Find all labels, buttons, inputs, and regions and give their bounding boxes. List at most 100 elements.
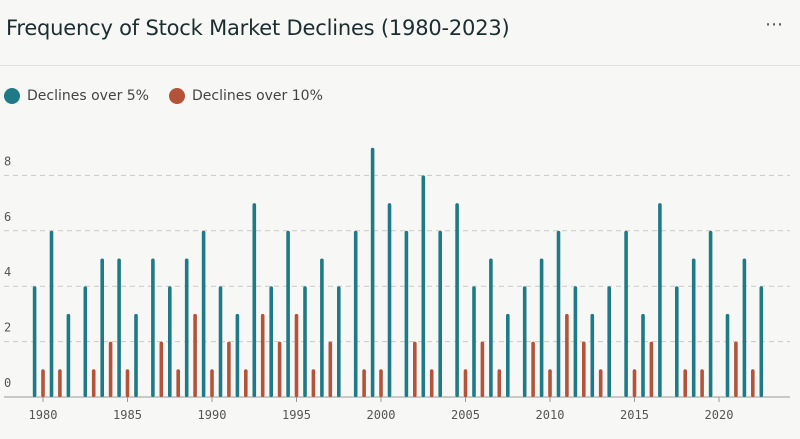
- bar-decline-5pct: [269, 286, 273, 397]
- bar-decline-5pct: [387, 203, 392, 397]
- bar-decline-5pct: [235, 313, 240, 397]
- bar-decline-5pct: [658, 203, 662, 397]
- bar-decline-5pct: [489, 258, 493, 397]
- bar-decline-5pct: [522, 286, 527, 397]
- bar-decline-5pct: [404, 230, 409, 397]
- bar-decline-5pct: [100, 258, 104, 397]
- bar-decline-10pct: [227, 341, 231, 397]
- bar-decline-5pct: [218, 286, 223, 397]
- bar-decline-10pct: [91, 369, 96, 397]
- bar-decline-5pct: [151, 258, 155, 397]
- bar-decline-10pct: [311, 369, 316, 397]
- bar-decline-5pct: [506, 313, 510, 397]
- more-options-icon[interactable]: ⋯: [765, 14, 784, 35]
- y-tick-label: 6: [4, 210, 11, 224]
- bar-decline-10pct: [41, 369, 45, 397]
- bar-decline-5pct: [556, 230, 561, 397]
- bar-decline-5pct: [590, 313, 595, 397]
- bar-decline-5pct: [607, 286, 611, 397]
- bar-decline-10pct: [260, 313, 265, 397]
- bar-decline-5pct: [539, 258, 544, 397]
- bar-decline-10pct: [598, 369, 603, 397]
- bar-decline-5pct: [624, 230, 628, 397]
- bar-decline-5pct: [286, 230, 290, 397]
- bar-decline-10pct: [734, 341, 738, 397]
- legend-swatch-10pct: [168, 88, 185, 104]
- x-tick-label: 1990: [198, 408, 227, 422]
- y-tick-label: 0: [4, 376, 11, 390]
- bar-decline-10pct: [751, 369, 755, 397]
- chart-legend: Declines over 5% Declines over 10%: [4, 88, 343, 104]
- bar-decline-5pct: [83, 286, 88, 397]
- bar-decline-10pct: [58, 369, 62, 397]
- bar-decline-10pct: [193, 313, 197, 397]
- header-divider: [0, 65, 800, 66]
- bar-decline-5pct: [303, 286, 307, 397]
- bar-decline-10pct: [210, 369, 214, 397]
- bar-decline-10pct: [700, 369, 704, 397]
- bar-decline-5pct: [168, 286, 172, 397]
- bar-decline-10pct: [125, 369, 130, 397]
- bar-decline-10pct: [294, 313, 299, 397]
- chart-title: Frequency of Stock Market Declines (1980…: [6, 16, 510, 40]
- x-tick-label: 1995: [282, 408, 311, 422]
- bar-decline-10pct: [632, 369, 637, 397]
- x-tick-label: 1980: [29, 408, 58, 422]
- bar-decline-5pct: [472, 286, 476, 397]
- bar-decline-5pct: [201, 230, 206, 397]
- bar-decline-5pct: [438, 230, 442, 397]
- x-tick-label: 2000: [367, 408, 396, 422]
- bar-decline-5pct: [725, 313, 730, 397]
- x-tick-label: 1985: [113, 408, 142, 422]
- bar-decline-10pct: [277, 341, 282, 397]
- bar-decline-10pct: [497, 369, 502, 397]
- bar-decline-5pct: [675, 286, 679, 397]
- bar-decline-5pct: [117, 258, 121, 397]
- bar-decline-10pct: [582, 341, 586, 397]
- bar-decline-10pct: [413, 341, 417, 397]
- bar-decline-5pct: [320, 258, 324, 397]
- y-tick-label: 4: [4, 265, 11, 279]
- legend-swatch-5pct: [4, 88, 20, 104]
- legend-item-5pct[interactable]: Declines over 5%: [4, 88, 149, 104]
- bar-decline-10pct: [176, 369, 180, 397]
- bar-decline-5pct: [66, 313, 71, 397]
- bar-decline-10pct: [362, 369, 366, 397]
- bar-decline-5pct: [742, 258, 747, 397]
- bar-decline-5pct: [252, 203, 257, 397]
- bar-decline-5pct: [184, 258, 189, 397]
- bar-decline-5pct: [759, 286, 764, 397]
- bar-decline-10pct: [429, 369, 434, 397]
- bar-decline-10pct: [244, 369, 248, 397]
- bar-decline-5pct: [421, 175, 426, 397]
- bar-decline-5pct: [641, 313, 645, 397]
- bar-decline-10pct: [548, 369, 552, 397]
- legend-label-5pct: Declines over 5%: [27, 88, 149, 104]
- bar-decline-5pct: [32, 286, 37, 397]
- bar-decline-5pct: [337, 286, 341, 397]
- bar-decline-5pct: [691, 258, 696, 397]
- bar-decline-5pct: [573, 286, 578, 397]
- x-tick-label: 2010: [536, 408, 565, 422]
- bar-decline-5pct: [49, 230, 54, 397]
- bar-decline-10pct: [159, 341, 164, 397]
- x-tick-label: 2015: [620, 408, 649, 422]
- bar-decline-10pct: [565, 313, 569, 397]
- legend-item-10pct[interactable]: Declines over 10%: [168, 88, 323, 104]
- bar-decline-10pct: [683, 369, 687, 397]
- bar-decline-10pct: [531, 341, 535, 397]
- bar-decline-5pct: [708, 230, 713, 397]
- bar-decline-5pct: [455, 203, 459, 397]
- bar-decline-5pct: [353, 230, 358, 397]
- x-tick-label: 2020: [705, 408, 734, 422]
- bar-decline-10pct: [328, 341, 333, 397]
- bar-decline-5pct: [134, 313, 138, 397]
- legend-label-10pct: Declines over 10%: [191, 88, 323, 104]
- y-tick-label: 8: [4, 154, 11, 168]
- bar-decline-10pct: [108, 341, 113, 397]
- bar-decline-5pct: [370, 147, 375, 397]
- y-tick-label: 2: [4, 321, 11, 335]
- bar-decline-10pct: [463, 369, 468, 397]
